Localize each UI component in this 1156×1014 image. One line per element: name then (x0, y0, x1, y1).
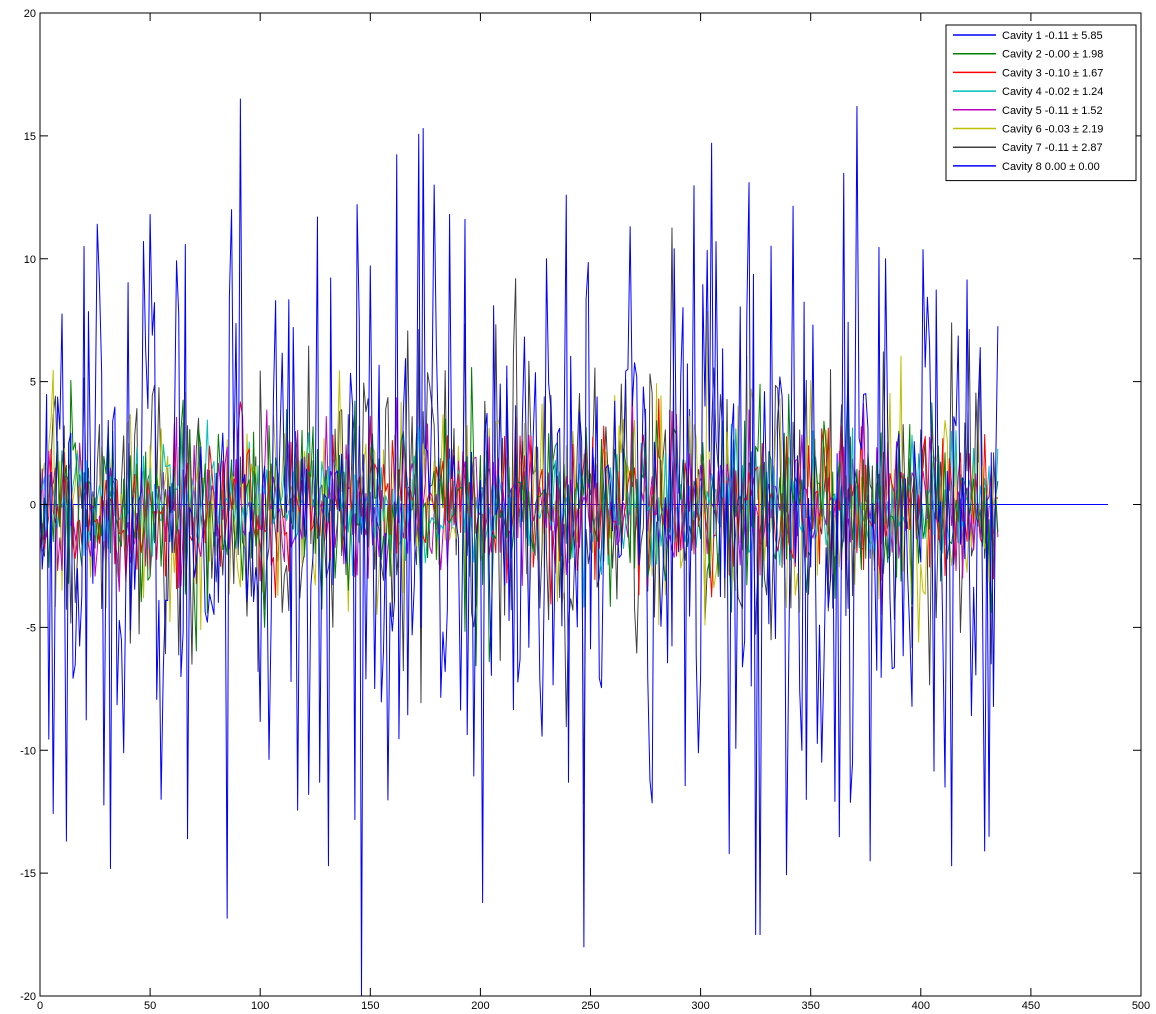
x-tick-label: 150 (361, 1000, 379, 1012)
y-tick-label: 10 (24, 254, 36, 266)
legend-label-cavity-5: Cavity 5 -0.11 ± 1.52 (1002, 105, 1103, 117)
legend-label-cavity-4: Cavity 4 -0.02 ± 1.24 (1002, 86, 1103, 98)
y-tick-label: -20 (20, 991, 36, 1003)
legend: Cavity 1 -0.11 ± 5.85 Cavity 2 -0.00 ± 1.… (945, 24, 1137, 182)
series-layer (39, 98, 1108, 997)
x-tick-label: 0 (37, 1000, 43, 1012)
x-tick-label: 300 (691, 1000, 709, 1012)
series-line-cavity-2 (39, 367, 999, 667)
x-tick-label: 350 (802, 1000, 820, 1012)
y-tick-label: -10 (20, 745, 36, 757)
x-tick-label: 450 (1022, 1000, 1040, 1012)
legend-label-cavity-2: Cavity 2 -0.00 ± 1.98 (1002, 49, 1103, 61)
legend-label-cavity-7: Cavity 7 -0.11 ± 2.87 (1002, 142, 1103, 154)
legend-label-cavity-6: Cavity 6 -0.03 ± 2.19 (1002, 124, 1103, 136)
x-tick-label: 200 (471, 1000, 489, 1012)
series-line-cavity-4 (39, 419, 999, 608)
legend-box (945, 24, 1137, 182)
x-tick-label: 100 (251, 1000, 269, 1012)
x-tick-label: 250 (581, 1000, 599, 1012)
legend-label-cavity-1: Cavity 1 -0.11 ± 5.85 (1002, 30, 1103, 42)
x-tick-label: 400 (912, 1000, 930, 1012)
y-tick-label: 5 (30, 377, 36, 389)
y-tick-label: 0 (30, 500, 36, 512)
legend-label-cavity-3: Cavity 3 -0.10 ± 1.67 (1002, 67, 1103, 79)
y-tick-label: 15 (24, 131, 36, 143)
legend-label-cavity-8: Cavity 8 0.00 ± 0.00 (1002, 161, 1100, 173)
series-line-cavity-1 (39, 98, 999, 997)
x-tick-label: 500 (1132, 1000, 1150, 1012)
x-tick-label: 50 (144, 1000, 156, 1012)
y-tick-label: -5 (26, 622, 36, 634)
ticks-layer: 0 50 100 150 200 250 300 350 400 450 500-20-15-10-… (20, 8, 1150, 1012)
y-tick-label: 20 (24, 8, 36, 20)
y-tick-label: -15 (20, 868, 36, 880)
